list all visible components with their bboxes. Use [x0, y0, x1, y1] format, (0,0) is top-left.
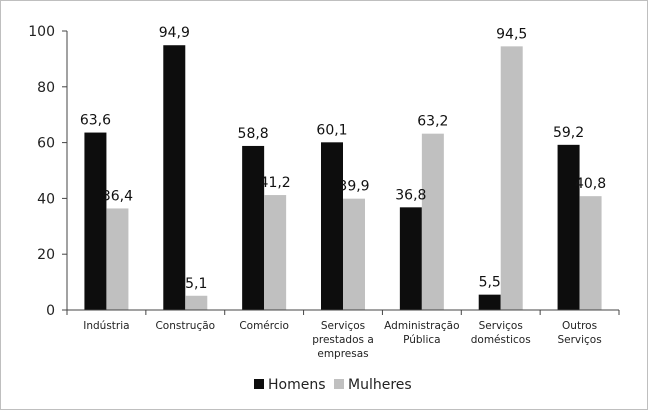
y-tick-label: 40 — [37, 191, 55, 207]
data-label: 58,8 — [238, 126, 269, 142]
x-axis: Indústria Construção Comércio Serviços prest… — [66, 309, 620, 360]
x-category-label: Serviços prestados a empresas — [312, 320, 374, 360]
x-category-label: Serviços domésticos — [471, 320, 531, 346]
data-label: 94,9 — [159, 25, 190, 41]
bar-mulheres-0 — [106, 208, 129, 310]
bar-mulheres-4 — [421, 133, 444, 310]
x-category-label: Construção — [155, 320, 215, 332]
data-label: 94,5 — [496, 26, 527, 42]
y-tick-label: 60 — [37, 136, 55, 152]
data-labels-group: 63,6 94,9 58,8 60,1 36,8 5,5 59,2 36,4 5,1 41,2 39… — [80, 25, 606, 292]
bar-mulheres-1 — [185, 295, 208, 310]
legend-label-homens: Homens — [268, 377, 326, 393]
data-label: 63,6 — [80, 113, 111, 129]
y-tick-label: 20 — [37, 247, 55, 263]
bar-homens-3 — [321, 142, 343, 310]
x-category-label: Indústria — [83, 320, 129, 332]
bar-homens-4 — [399, 207, 422, 310]
legend-swatch-mulheres — [334, 379, 344, 389]
data-label: 5,5 — [479, 275, 501, 291]
data-label: 60,1 — [316, 122, 347, 138]
y-axis: 0 20 40 60 80 100 — [28, 24, 68, 319]
data-label: 36,8 — [395, 187, 426, 203]
data-label: 40,8 — [575, 176, 606, 192]
bar-homens-5 — [478, 294, 501, 310]
bar-mulheres-5 — [500, 46, 523, 310]
x-category-label: Comércio — [239, 320, 289, 332]
bar-mulheres-2 — [264, 195, 287, 310]
data-label: 63,2 — [417, 114, 448, 130]
bar-homens-2 — [242, 145, 265, 310]
data-label: 5,1 — [185, 276, 207, 292]
data-label: 36,4 — [102, 188, 133, 204]
bar-homens-0 — [84, 132, 107, 310]
data-label: 39,9 — [338, 179, 369, 195]
data-label: 41,2 — [260, 175, 291, 191]
bar-mulheres-3 — [343, 198, 365, 310]
bar-mulheres-6 — [579, 196, 602, 310]
x-category-label: Administração Pública — [384, 320, 459, 346]
legend-label-mulheres: Mulheres — [348, 377, 412, 393]
legend-swatch-homens — [254, 379, 264, 389]
y-tick-label: 0 — [46, 303, 55, 319]
y-tick-label: 80 — [37, 80, 55, 96]
bar-homens-1 — [163, 45, 186, 310]
bar-homens-6 — [557, 144, 580, 310]
data-label: 59,2 — [553, 125, 584, 141]
bars-group — [84, 45, 602, 310]
x-category-label: Outros Serviços — [557, 320, 601, 346]
y-tick-label: 100 — [28, 24, 55, 40]
legend: Homens Mulheres — [254, 377, 412, 393]
